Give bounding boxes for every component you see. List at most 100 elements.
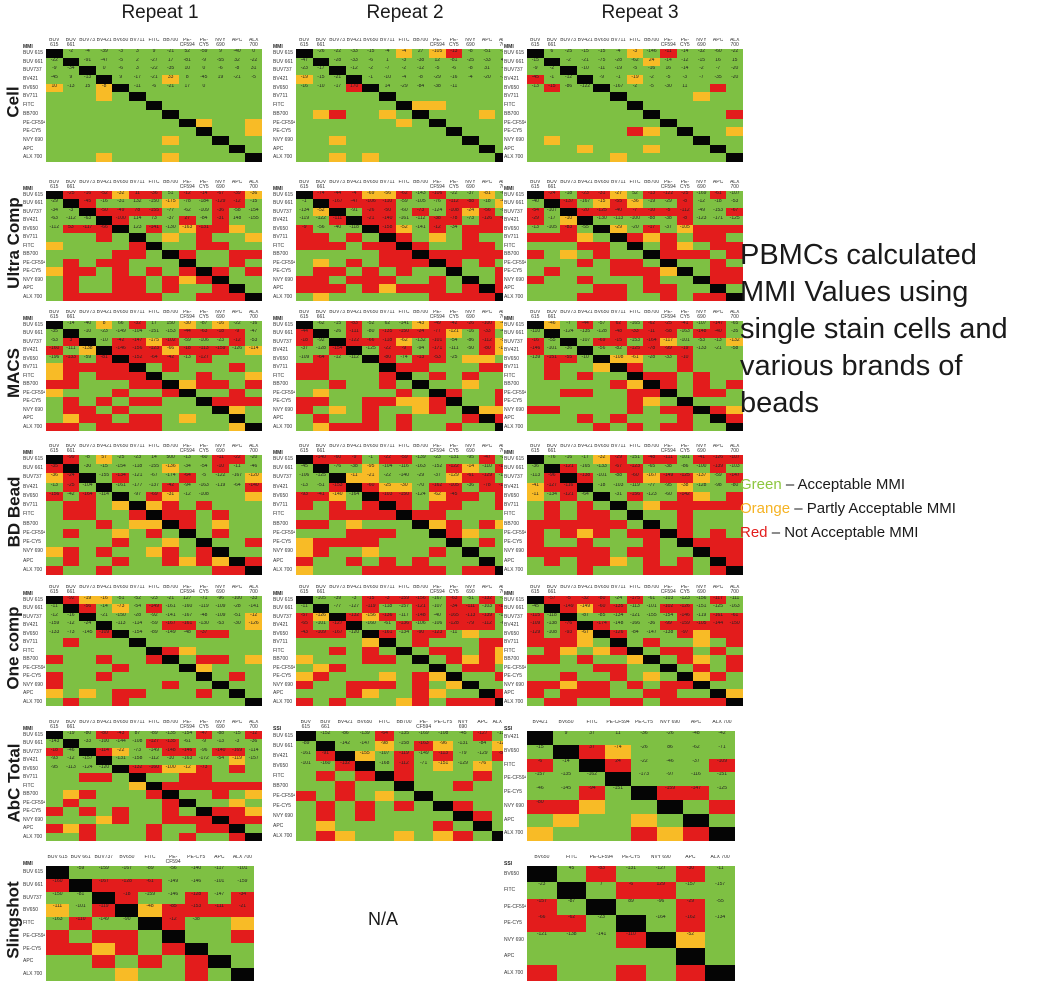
matrix-cell: -58: [228, 207, 246, 217]
matrix-cell: [129, 655, 146, 664]
matrix-cell: [354, 791, 375, 801]
matrix-cell: -79: [462, 621, 479, 630]
matrix-cell: [129, 663, 146, 673]
matrix-cell: [478, 405, 496, 415]
matrix-cell: [379, 275, 396, 285]
matrix-cell: [62, 798, 80, 808]
matrix-cell: -130: [593, 216, 611, 225]
matrix-cell: [145, 109, 163, 119]
matrix-cell: [709, 655, 727, 664]
matrix-cell: [178, 547, 196, 557]
row-marker-label: FITC: [504, 372, 516, 379]
matrix-cell: [726, 284, 743, 293]
matrix-cell: [643, 92, 660, 102]
matrix-cell: [145, 528, 163, 539]
matrix-cell: -30: [178, 321, 196, 330]
matrix-cell: [312, 663, 330, 673]
matrix-cell: [527, 241, 544, 251]
matrix-cell: -160: [46, 346, 63, 355]
row-marker-label: PE-CF594: [23, 799, 45, 806]
matrix-grid: -152-86-139-64-135-169-108-45-127-131-89…: [296, 731, 512, 841]
row-marker-label: BB700: [273, 656, 289, 663]
row-marker-label: BUV 615: [23, 732, 44, 738]
column-marker-label: BV711: [380, 444, 395, 449]
matrix-cell: [478, 565, 496, 575]
row-marker-label: BV650: [273, 492, 289, 499]
matrix-cell: [445, 388, 463, 398]
matrix-cell: [79, 92, 96, 102]
matrix-cell: [95, 258, 113, 268]
matrix-cell: [138, 929, 162, 943]
matrix-diagonal-cell: [46, 455, 63, 465]
matrix-cell: -155: [354, 751, 375, 761]
matrix-cell: [329, 646, 346, 656]
matrix-cell: [560, 284, 577, 293]
matrix-cell: [335, 791, 355, 801]
matrix-grid: -92 -19 -16 -51 -52 -23 -21 127 -71 -96 -100 -33 -11…: [46, 596, 262, 706]
matrix-cell: [693, 528, 710, 539]
matrix-cell: [162, 118, 179, 128]
matrix-cell: -135: [576, 329, 594, 338]
matrix-grid: -62-15-83-5262-141-43-49-42-26-100-47-44…: [296, 321, 512, 431]
matrix-cell: 32: [228, 57, 246, 67]
matrix-diagonal-cell: [709, 689, 727, 698]
matrix-cell: 1: [379, 57, 396, 67]
matrix-cell: [433, 791, 454, 801]
matrix-cell: [315, 821, 336, 831]
row-marker-label: BV421: [273, 347, 289, 354]
column-marker-label: BUV 661: [546, 38, 558, 48]
row-heading-text: MACS: [4, 347, 23, 398]
matrix-cell: -86: [462, 337, 479, 347]
row-marker-label: BUV737: [273, 208, 292, 215]
matrix-cell: -84: [412, 83, 429, 93]
matrix-cell: [610, 655, 627, 664]
matrix-cell: -57: [593, 321, 611, 330]
matrix-cell: [228, 363, 246, 372]
matrix-cell: [296, 697, 313, 706]
column-marker-label: PE-CF594: [429, 38, 445, 48]
matrix-cell: [212, 832, 229, 841]
matrix-cell: -81: [445, 57, 463, 67]
matrix-cell: -2: [395, 66, 413, 76]
matrix-cell: [527, 827, 553, 841]
matrix-diagonal-cell: [112, 764, 130, 774]
matrix-cell: -93: [296, 491, 313, 502]
matrix-cell: [626, 275, 644, 285]
row-marker-label: BV711: [504, 93, 519, 100]
matrix-cell: [543, 697, 561, 706]
matrix-cell: -31: [610, 491, 627, 502]
matrix-cell: [683, 799, 709, 814]
matrix-cell: [472, 801, 493, 811]
matrix-cell: -131: [453, 741, 473, 751]
matrix-cell: [445, 92, 463, 102]
row-marker-label: BB700: [273, 381, 289, 388]
matrix-cell: [46, 672, 63, 681]
matrix-cell: [610, 109, 627, 119]
column-marker-label: BV711: [380, 310, 395, 315]
matrix-cell: 0: [245, 49, 262, 58]
matrix-cell: -56: [79, 604, 96, 613]
matrix-cell: [312, 414, 330, 423]
matrix-cell: [610, 528, 627, 539]
column-marker-label: FITC: [629, 180, 641, 185]
matrix-cell: [112, 414, 130, 423]
matrix-cell: [129, 832, 146, 841]
matrix-cell: [462, 538, 479, 548]
matrix-cell: [329, 127, 346, 136]
matrix-cell: [362, 101, 380, 110]
matrix-cell: -103: [726, 464, 743, 474]
matrix-cell: [527, 292, 544, 301]
matrix-cell: -51: [228, 612, 246, 622]
matrix-diagonal-cell: [345, 75, 363, 84]
matrix-cell: [335, 781, 355, 791]
matrix-cell: [195, 241, 213, 251]
matrix-cell: -149: [161, 878, 185, 892]
matrix-cell: [329, 267, 346, 276]
matrix-cell: [329, 697, 346, 706]
matrix-diagonal-cell: [230, 968, 254, 981]
matrix-cell: -1: [362, 455, 380, 465]
row-marker-label: BV650: [504, 630, 520, 637]
matrix-cell: -14: [676, 49, 694, 58]
matrix-cell: [428, 101, 446, 110]
